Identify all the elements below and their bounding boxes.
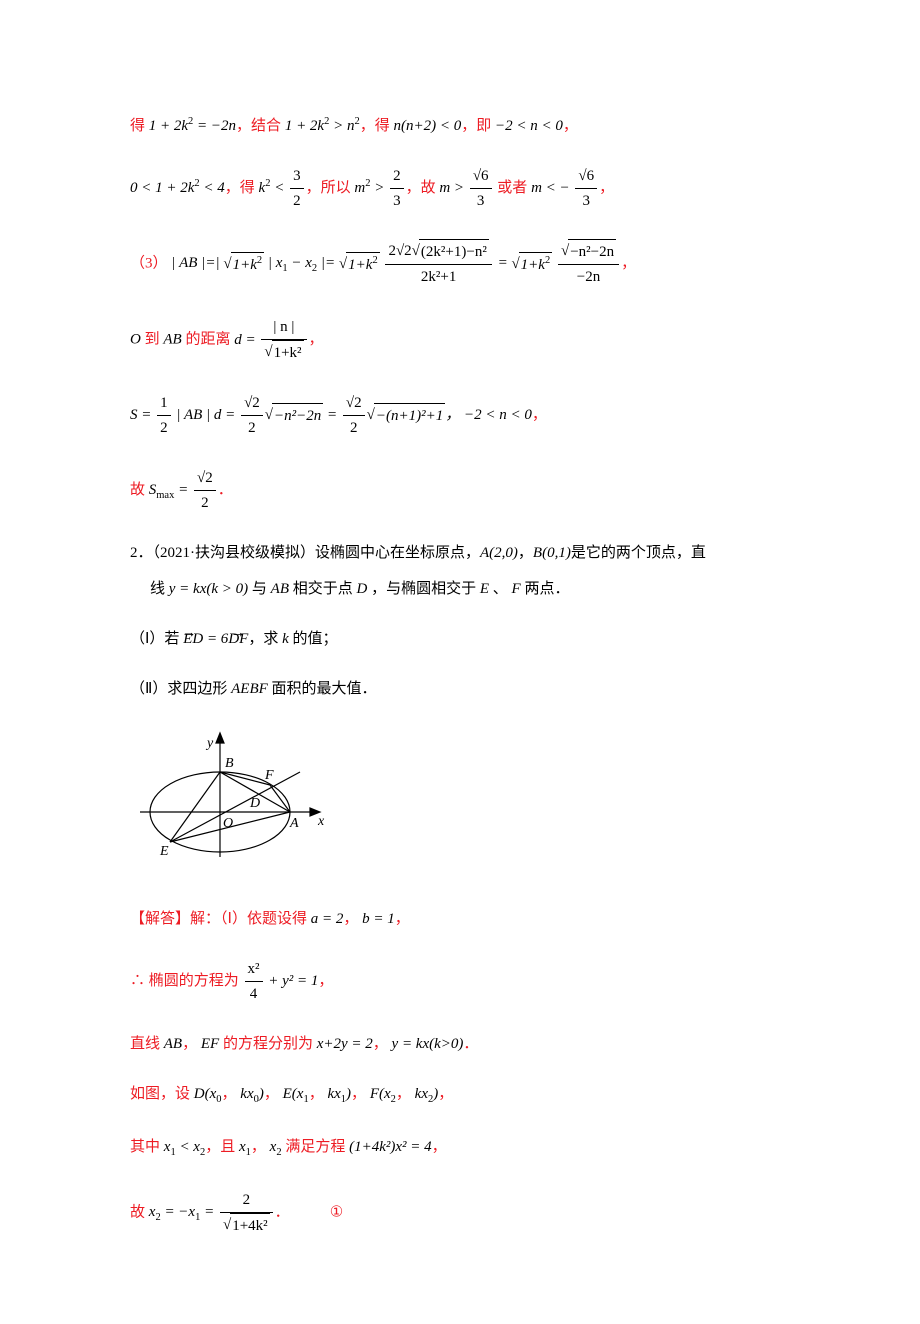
equation-line-2: 0 < 1 + 2k2 < 4，得 k2 < 32，所以 m2 > 23，故 m… <box>130 164 790 213</box>
equation-line-3: （3） | AB |=| 1+k2 | x1 − x2 |= 1+k2 2√2(… <box>130 239 790 289</box>
problem-2-line-1: 2．（2021·扶沟县校级模拟）设椭圆中心在坐标原点，A(2,0)，B(0,1)… <box>130 541 790 565</box>
fig-label-B: B <box>225 756 234 771</box>
problem-2-line-2: 线 y = kx(k > 0) 与 AB 相交于点 D ，与椭圆相交于 E 、 … <box>130 577 790 601</box>
equation-line-6: 故 Smax = √22． <box>130 466 790 515</box>
page: 得 1 + 2k2 = −2n，结合 1 + 2k2 > n2，得 n(n+2)… <box>0 0 920 1324</box>
fig-label-A: A <box>289 816 299 831</box>
question-1: （Ⅰ）若→ ED = 6→DF，求 k 的值； <box>130 627 790 651</box>
fig-label-E: E <box>159 844 169 859</box>
solution-line-4: 如图，设 D(x0， kx0)， E(x1， kx1)， F(x2， kx2)， <box>130 1082 790 1109</box>
fig-label-x: x <box>317 814 325 829</box>
question-2: （Ⅱ）求四边形 AEBF 面积的最大值． <box>130 677 790 701</box>
fig-label-F: F <box>264 768 274 783</box>
fig-label-O: O <box>223 816 233 831</box>
fig-label-D: D <box>249 796 260 811</box>
equation-line-5: S = 12 | AB | d = √22−n²−2n = √22−(n+1)²… <box>130 391 790 440</box>
solution-line-5: 其中 x1 < x2，且 x1， x2 满足方程 (1+4k²)x² = 4， <box>130 1135 790 1162</box>
solution-line-2: ∴ 椭圆的方程为 x²4 + y² = 1， <box>130 957 790 1006</box>
equation-line-1: 得 1 + 2k2 = −2n，结合 1 + 2k2 > n2，得 n(n+2)… <box>130 114 790 138</box>
ellipse-figure: y x B A O D F E <box>130 727 330 877</box>
solution-line-3: 直线 AB， EF 的方程分别为 x+2y = 2， y = kx(k>0)． <box>130 1032 790 1056</box>
solution-line-1: 【解答】解：（Ⅰ）依题设得 a = 2， b = 1， <box>130 907 790 931</box>
fig-label-y: y <box>205 736 214 751</box>
equation-line-4: O 到 AB 的距离 d = | n |1+k²， <box>130 315 790 365</box>
solution-line-6: 故 x2 = −x1 = 21+4k²．① <box>130 1188 790 1238</box>
text: 得 <box>130 118 149 134</box>
